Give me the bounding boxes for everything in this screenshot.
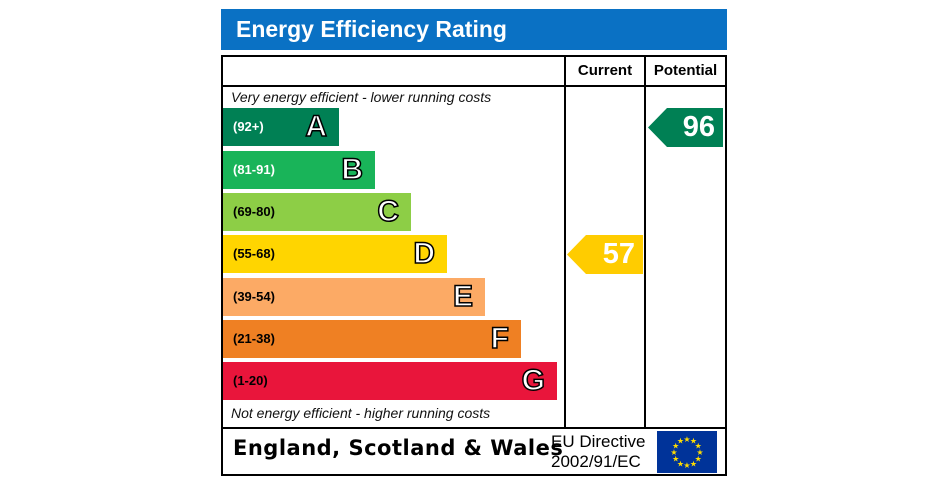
band-letter: B (341, 152, 364, 187)
directive-line2: 2002/91/EC (551, 452, 641, 471)
band-b: (81-91) B (223, 151, 375, 189)
bottom-note: Not energy efficient - higher running co… (231, 405, 491, 421)
band-f: (21-38) F (223, 320, 521, 358)
star-icon: ★ (696, 448, 703, 457)
star-icon: ★ (690, 459, 697, 468)
directive-line1: EU Directive (551, 432, 646, 451)
star-icon: ★ (677, 459, 684, 468)
potential-arrow-shape (648, 107, 723, 147)
eu-directive: EU Directive 2002/91/EC (551, 432, 645, 472)
band-letter: F (490, 321, 510, 356)
band-range: (92+) (233, 119, 264, 134)
eu-flag-icon: ★ ★★★★★★★★★★★ (657, 431, 717, 473)
star-icon: ★ (695, 455, 702, 464)
band-range: (21-38) (233, 331, 275, 346)
star-icon: ★ (690, 437, 697, 446)
potential-column-header: Potential (653, 62, 718, 79)
current-rating-value: 57 (602, 237, 635, 270)
flag-background (657, 431, 717, 473)
star-icon: ★ (683, 435, 690, 444)
column-divider (644, 55, 646, 428)
band-letter: E (452, 279, 474, 314)
band-e: (39-54) E (223, 278, 485, 316)
band-d: (55-68) D (223, 235, 447, 273)
star-icon: ★ (672, 455, 679, 464)
star-icon: ★ (677, 437, 684, 446)
potential-rating-arrow: 96 (648, 107, 723, 147)
star-icon: ★ (695, 442, 702, 451)
band-letter: C (377, 194, 400, 229)
rating-table (221, 55, 727, 476)
band-range: (69-80) (233, 204, 275, 219)
column-divider (564, 55, 566, 428)
band-range: (81-91) (233, 162, 275, 177)
band-letter: D (413, 236, 436, 271)
potential-rating-value: 96 (682, 110, 715, 143)
band-range: (1-20) (233, 373, 268, 388)
band-a: (92+) A (223, 108, 339, 146)
star-icon: ★ (672, 442, 679, 451)
band-letter: A (305, 109, 328, 144)
chart-title: Energy Efficiency Rating (221, 9, 727, 50)
region-label: England, Scotland & Wales (233, 436, 564, 460)
star-icon: ★ (670, 448, 677, 457)
current-column-header: Current (577, 62, 633, 79)
band-g: (1-20) G (223, 362, 557, 400)
top-note: Very energy efficient - lower running co… (231, 89, 492, 105)
band-range: (39-54) (233, 289, 275, 304)
footer-divider (221, 427, 727, 429)
band-c: (69-80) C (223, 193, 411, 231)
current-rating-arrow: 57 (567, 234, 643, 274)
band-letter: G (521, 363, 546, 398)
header-divider (221, 85, 727, 87)
band-range: (55-68) (233, 246, 275, 261)
star-icon: ★ (683, 461, 690, 470)
current-arrow-shape (567, 234, 643, 274)
